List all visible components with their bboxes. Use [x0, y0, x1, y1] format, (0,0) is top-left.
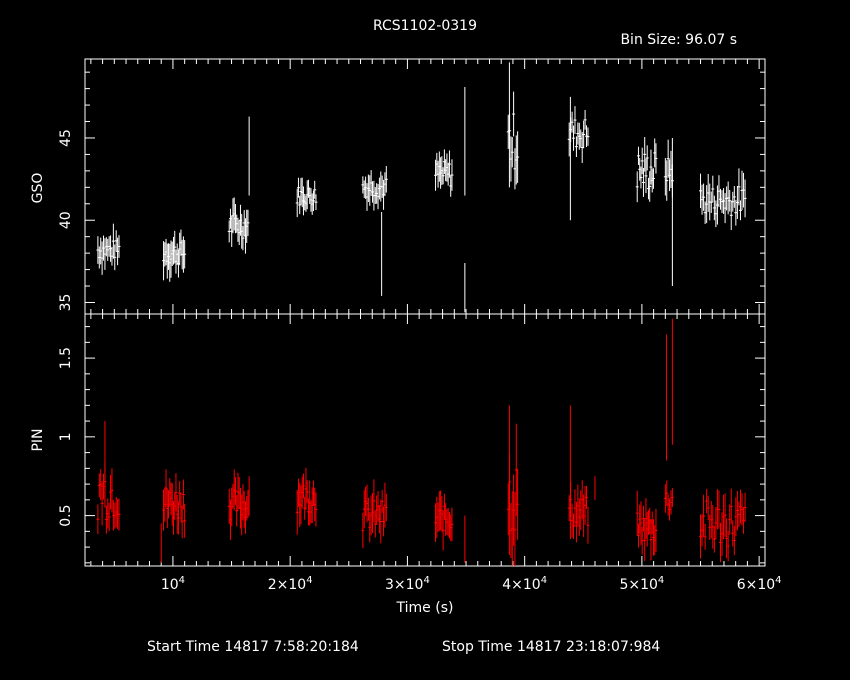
pin-ytick-label: 1	[58, 432, 74, 441]
pin-frame	[84, 313, 766, 567]
x-tick-label: 6×104	[737, 575, 782, 593]
gso-panel: 35 40 45	[58, 58, 766, 315]
gso-ytick-label: 45	[58, 129, 74, 147]
pin-axis-label: PIN	[30, 428, 46, 451]
gso-frame	[84, 58, 766, 315]
stop-time-label: Stop Time 14817 23:18:07:984	[442, 639, 660, 655]
pin-panel: 0.5 1 1.5 104 2×104 3×104 4×104 5×104 6×104	[58, 313, 782, 593]
x-tick-label: 2×104	[268, 575, 313, 593]
gso-axis-label: GSO	[30, 173, 46, 204]
gso-ytick-label: 35	[58, 294, 74, 312]
chart-title: RCS1102-0319	[373, 18, 477, 34]
x-tick-label: 4×104	[502, 575, 547, 593]
start-time-label: Start Time 14817 7:58:20:184	[147, 639, 359, 655]
time-axis-label: Time (s)	[396, 600, 454, 616]
bin-size-label: Bin Size: 96.07 s	[620, 32, 737, 48]
x-tick-label: 3×104	[385, 575, 430, 593]
gso-ytick-label: 40	[58, 211, 74, 229]
pin-ytick-label: 1.5	[58, 347, 74, 369]
x-tick-label: 5×104	[619, 575, 664, 593]
pin-ytick-label: 0.5	[58, 504, 74, 526]
x-tick-label: 104	[161, 575, 185, 593]
